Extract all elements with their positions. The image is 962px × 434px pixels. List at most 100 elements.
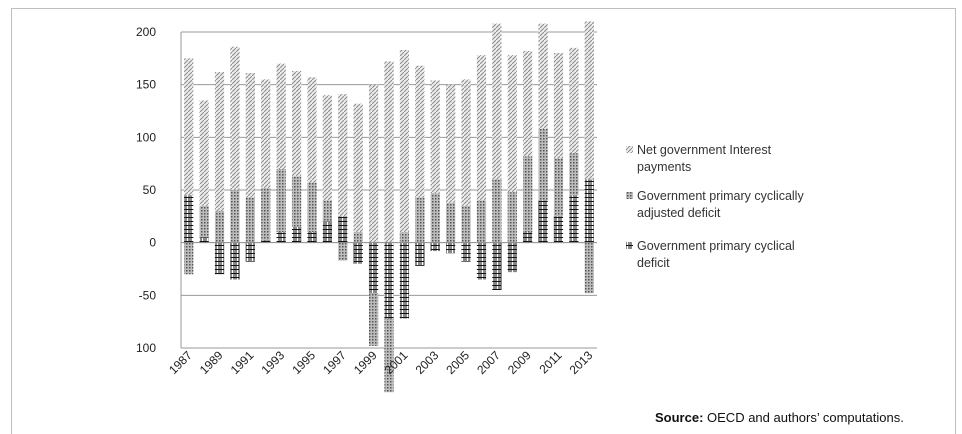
bar-cyclically-adjusted-deficit (399, 232, 410, 243)
bar-cyclically-adjusted-deficit (538, 128, 548, 201)
legend-swatch (626, 242, 633, 249)
bar-cyclical-deficit (399, 242, 410, 319)
bar-cyclical-deficit (384, 242, 394, 319)
bar-cyclically-adjusted-deficit (276, 168, 286, 233)
bar-cyclical-deficit (230, 242, 240, 280)
y-tick-label: 50 (143, 183, 157, 197)
bar-cyclical-deficit (553, 216, 564, 243)
bar-interest-payments (430, 80, 440, 194)
y-tick-label: 100 (136, 341, 156, 355)
bar-interest-payments (291, 70, 302, 177)
bar-cyclical-deficit (430, 242, 440, 252)
bar-cyclical-deficit (353, 242, 363, 264)
bar-interest-payments (245, 73, 255, 198)
source-label: Source: (655, 410, 704, 425)
y-tick-label: 100 (136, 130, 156, 144)
bar-interest-payments (230, 46, 240, 190)
bar-cyclically-adjusted-deficit (368, 293, 379, 346)
bar-cyclically-adjusted-deficit (214, 211, 225, 243)
bar-interest-payments (307, 77, 317, 183)
bar-interest-payments (569, 47, 579, 154)
legend: Net government Interest payments Governmen… (626, 143, 804, 270)
x-tick-label: 2005 (443, 348, 472, 377)
bar-interest-payments (276, 63, 286, 169)
x-tick-label: 1995 (289, 348, 318, 377)
bar-cyclical-deficit (476, 242, 487, 280)
x-tick-label: 1989 (197, 348, 226, 377)
bar-cyclical-deficit (307, 232, 317, 243)
bar-interest-payments (322, 95, 332, 201)
bar-cyclical-deficit (276, 232, 286, 243)
bar-cyclically-adjusted-deficit (338, 242, 348, 261)
bar-cyclically-adjusted-deficit (261, 187, 271, 241)
bar-cyclical-deficit (446, 242, 456, 254)
bar-cyclically-adjusted-deficit (291, 176, 302, 227)
bar-cyclically-adjusted-deficit (446, 202, 456, 243)
bar-cyclically-adjusted-deficit (523, 156, 533, 233)
bar-cyclical-deficit (569, 195, 579, 243)
bar-interest-payments (492, 23, 502, 180)
bar-cyclical-deficit (538, 200, 548, 243)
bar-interest-payments (261, 79, 271, 188)
y-tick-label: 0 (149, 236, 156, 250)
bar-cyclical-deficit (245, 242, 255, 262)
source-note: Source: OECD and authors’ computations. (655, 410, 904, 425)
bar-cyclical-deficit (338, 216, 348, 243)
bar-interest-payments (461, 79, 471, 206)
legend-item-interest-payments: Net government Interest (637, 143, 772, 157)
bar-cyclically-adjusted-deficit (492, 179, 502, 243)
bar-cyclically-adjusted-deficit (430, 193, 440, 243)
bar-cyclical-deficit (523, 232, 533, 243)
legend-swatch (626, 146, 633, 153)
bar-interest-payments (338, 94, 348, 217)
bar-cyclical-deficit (492, 242, 502, 291)
bar-interest-payments (214, 72, 225, 212)
bar-cyclical-deficit (199, 237, 209, 243)
bar-cyclically-adjusted-deficit (307, 182, 317, 233)
x-tick-label: 2013 (567, 348, 596, 377)
x-tick-label: 2011 (536, 348, 564, 376)
bar-cyclically-adjusted-deficit (322, 200, 332, 222)
bar-interest-payments (184, 58, 194, 196)
y-tick-label: 150 (136, 78, 156, 92)
x-tick-label: 2003 (413, 348, 442, 377)
bar-interest-payments (415, 65, 425, 198)
bar-interest-payments (399, 49, 410, 233)
bar-interest-payments (507, 55, 517, 193)
bar-interest-payments (523, 50, 533, 157)
x-tick-label: 1997 (320, 348, 349, 377)
bar-cyclical-deficit (214, 242, 225, 275)
bar-interest-payments (384, 61, 394, 243)
bar-cyclically-adjusted-deficit (199, 205, 209, 238)
bar-interest-payments (353, 103, 363, 233)
bar-cyclical-deficit (368, 242, 379, 294)
bar-cyclical-deficit (507, 242, 517, 273)
legend-item-interest-payments: payments (637, 160, 691, 174)
bar-cyclically-adjusted-deficit (476, 200, 487, 243)
bar-cyclical-deficit (584, 179, 594, 243)
bar-interest-payments (553, 53, 564, 159)
source-text: OECD and authors’ computations. (703, 410, 904, 425)
bar-cyclically-adjusted-deficit (184, 242, 194, 275)
bar-cyclical-deficit (461, 242, 471, 262)
x-tick-label: 1999 (351, 348, 380, 377)
legend-item-cyclically-adjusted-deficit: adjusted deficit (637, 206, 721, 220)
legend-item-cyclical-deficit: deficit (637, 256, 670, 270)
bar-cyclically-adjusted-deficit (507, 192, 517, 243)
bar-cyclically-adjusted-deficit (353, 232, 363, 243)
legend-item-cyclical-deficit: Government primary cyclical (637, 239, 795, 253)
bar-cyclically-adjusted-deficit (461, 205, 471, 243)
x-tick-label: 2009 (505, 348, 534, 377)
bar-cyclically-adjusted-deficit (415, 197, 425, 243)
bar-interest-payments (446, 84, 456, 203)
bar-interest-payments (538, 23, 548, 129)
x-tick-label: 1987 (166, 348, 195, 377)
bar-interest-payments (199, 100, 209, 206)
bar-interest-payments (584, 21, 594, 180)
bar-cyclically-adjusted-deficit (384, 318, 394, 393)
bar-cyclically-adjusted-deficit (569, 153, 579, 196)
y-tick-label: 200 (136, 25, 156, 39)
y-tick-label: -50 (139, 288, 157, 302)
bar-cyclical-deficit (415, 242, 425, 266)
